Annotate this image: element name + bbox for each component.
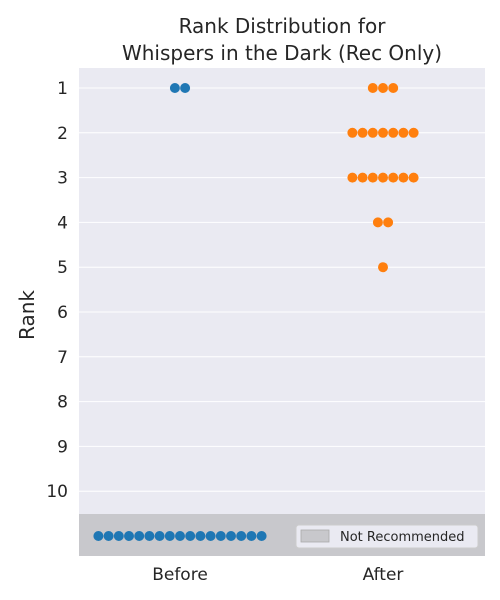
legend-label-not-recommended: Not Recommended [340,530,465,545]
chart-title-line-1: Rank Distribution for [179,14,387,38]
data-point-after-rank-3-4 [378,172,388,183]
data-point-before-not-recommended-5 [134,531,145,541]
data-point-before-not-recommended-8 [164,531,175,541]
data-point-after-rank-2-3 [367,127,378,138]
data-point-before-not-recommended-11 [195,531,206,541]
legend-frame [295,524,479,549]
data-point-before-not-recommended-15 [236,531,247,541]
data-point-before-not-recommended-13 [215,531,226,541]
data-point-after-rank-1-1 [367,83,378,93]
legend: Not Recommended [295,524,479,549]
data-point-after-rank-3-3 [367,172,378,183]
x-tick-label-after: After [363,565,404,585]
data-point-after-rank-2-7 [408,127,419,138]
y-tick-labels: 1 2 3 4 5 6 7 8 9 10 [46,79,68,502]
grid-lines [79,87,485,492]
y-tick-label-3: 3 [57,169,68,189]
y-tick-label-9: 9 [57,437,68,457]
data-point-after-rank-1-3 [388,83,399,93]
y-tick-label-7: 7 [57,348,68,368]
data-point-after-rank-1-2 [378,83,388,93]
y-tick-label-2: 2 [57,124,68,144]
data-point-before-not-recommended-2 [103,531,114,541]
data-point-before-not-recommended-12 [205,531,216,541]
x-tick-label-before: Before [152,565,208,585]
data-point-after-rank-4-1 [372,217,383,228]
data-point-before-not-recommended-4 [124,531,134,541]
chart-title-line-2: Whispers in the Dark (Rec Only) [122,41,442,65]
data-point-before-rank-1-2 [180,83,191,93]
data-point-before-not-recommended-16 [246,531,257,541]
data-point-after-rank-3-1 [347,172,358,183]
data-point-before-not-recommended-6 [144,531,155,541]
y-tick-label-4: 4 [57,213,68,233]
y-tick-label-8: 8 [57,393,68,413]
legend-swatch-not-recommended [300,529,330,543]
data-point-after-rank-2-2 [357,127,368,138]
data-point-after-rank-2-4 [378,127,388,138]
data-point-after-rank-3-6 [398,172,409,183]
data-point-before-not-recommended-14 [226,531,236,541]
y-tick-label-10: 10 [46,482,68,502]
data-point-after-rank-5-1 [378,262,388,273]
data-point-after-rank-3-7 [408,172,419,183]
chart-title: Rank Distribution for Whispers in the Da… [122,14,442,65]
data-point-after-rank-3-5 [388,172,399,183]
data-points [93,83,419,541]
data-point-before-not-recommended-9 [175,531,185,541]
y-tick-label-5: 5 [57,258,68,278]
y-axis-label: Rank [15,290,39,340]
data-point-after-rank-3-2 [357,172,368,183]
data-point-before-not-recommended-17 [256,531,267,541]
data-point-after-rank-2-6 [398,127,409,138]
data-point-after-rank-2-5 [388,127,399,138]
data-point-after-rank-2-1 [347,127,358,138]
x-tick-labels: Before After [152,565,403,585]
data-point-after-rank-4-2 [383,217,394,228]
data-point-before-not-recommended-10 [185,531,196,541]
data-point-before-rank-1-1 [169,83,180,93]
data-point-before-not-recommended-7 [154,531,165,541]
y-tick-label-6: 6 [57,303,68,323]
data-point-before-not-recommended-3 [113,531,124,541]
y-tick-label-1: 1 [57,79,68,99]
data-point-before-not-recommended-1 [93,531,104,541]
